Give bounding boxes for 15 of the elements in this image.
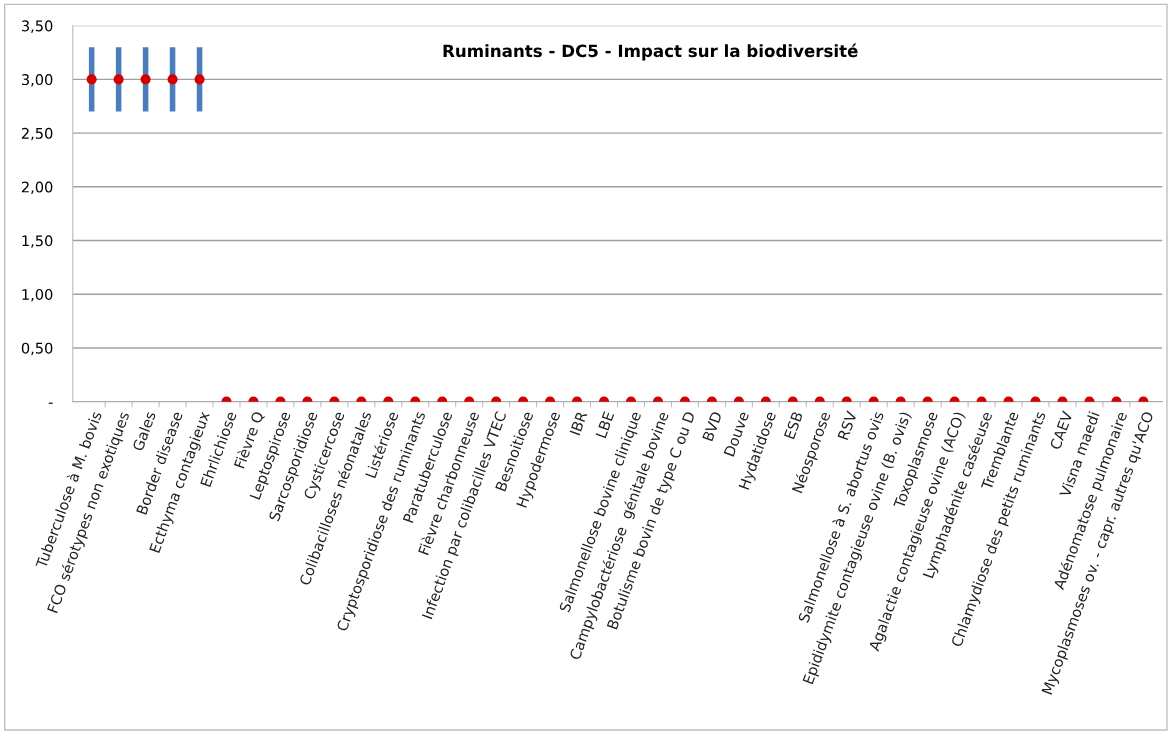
text: Ruminants - DC5 - Impact sur la biodiversité — [443, 43, 858, 61]
x-tick-label: RSV — [837, 410, 858, 441]
y-tick-label: 2,50 — [21, 127, 53, 141]
x-tick-label: LBE — [595, 411, 615, 439]
y-tick-label: 3,50 — [21, 20, 53, 33]
x-tick-label: Gales — [131, 410, 156, 452]
y-tick-label: 2,00 — [21, 181, 53, 195]
y-tick-label: 1,50 — [22, 235, 53, 248]
y-tick-label: - — [48, 402, 53, 404]
y-tick-label: 3,00 — [21, 74, 53, 87]
y-tick-label: 0,50 — [21, 342, 53, 356]
y-tick-label: 1,00 — [22, 288, 53, 302]
x-tick-label: IBR — [569, 410, 588, 436]
x-tick-label: BVD — [702, 410, 723, 442]
x-tick-label: CAEV — [1049, 410, 1074, 451]
